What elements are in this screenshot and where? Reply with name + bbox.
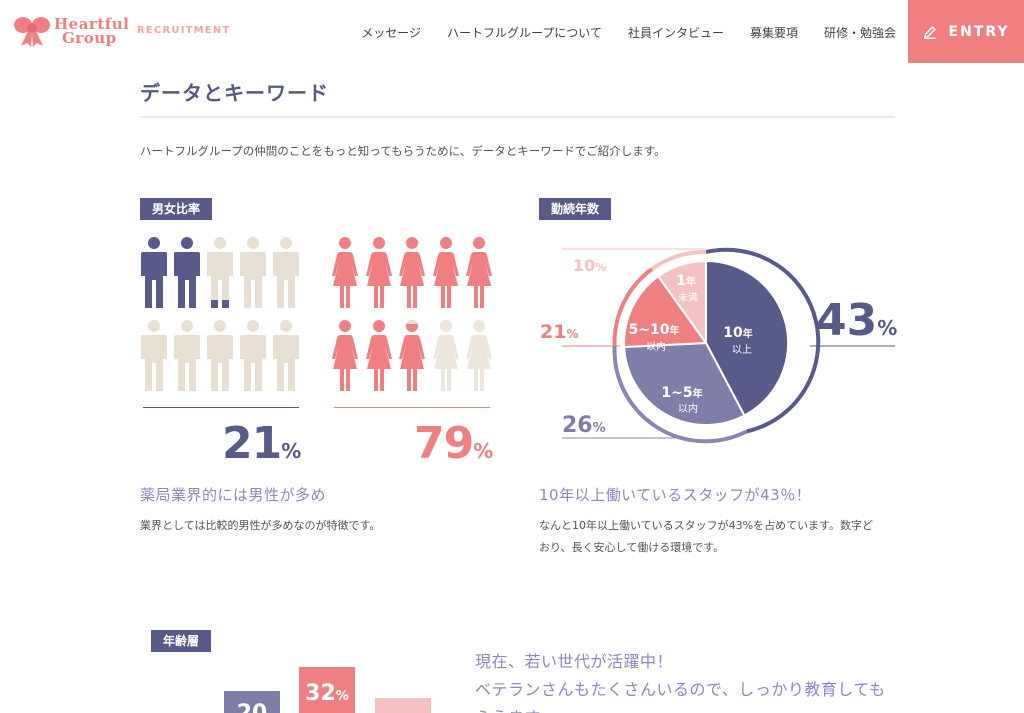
slice-1to5 xyxy=(623,341,746,426)
gender-tag: 男女比率 xyxy=(140,198,213,220)
female-icon xyxy=(399,320,425,391)
svg-text:5~10年: 5~10年 xyxy=(629,322,680,338)
age-bar-3 xyxy=(375,698,431,713)
gender-heading: 薬局業界的には男性が多め xyxy=(140,486,327,504)
ring-5to10 xyxy=(612,267,654,347)
ribbon-icon xyxy=(14,17,50,47)
male-icon xyxy=(141,237,167,308)
slice-label-10y: 10 xyxy=(723,325,743,341)
tenure-tag: 勤続年数 xyxy=(539,198,612,220)
slice-sub-under1: 未満 xyxy=(678,292,698,304)
gender-body: 業界としては比較的男性が多めなのが特徴です。 xyxy=(140,519,381,532)
entry-label: ENTRY xyxy=(948,23,1010,40)
female-icon xyxy=(466,320,492,391)
recruitment-label: RECRUITMENT xyxy=(137,25,231,36)
male-percent: 21% xyxy=(222,418,302,469)
pct-10y: 43 xyxy=(816,295,877,346)
pct-1to5: 26 xyxy=(562,413,593,438)
age-tag: 年齢層 xyxy=(151,630,212,652)
pencil-icon xyxy=(923,25,936,39)
female-icon xyxy=(432,320,459,391)
slice-label-1to5: 1~5 xyxy=(661,385,692,401)
ring-under1 xyxy=(650,249,707,271)
age-bar-1: 20 xyxy=(224,691,280,713)
logo-line1: Heartful xyxy=(54,15,130,33)
slice-sub-5to10: 以内 xyxy=(646,340,666,353)
male-icon xyxy=(240,237,266,308)
section-intro: ハートフルグループの仲間のことをもっと知ってもらうために、データとキーワードでご… xyxy=(140,144,666,158)
male-figures xyxy=(140,236,300,391)
male-icon xyxy=(174,320,200,391)
female-percent: 79% xyxy=(414,418,494,469)
male-underline xyxy=(143,407,299,408)
female-icon xyxy=(365,237,392,308)
entry-button[interactable]: ENTRY xyxy=(908,0,1024,63)
slice-under1 xyxy=(656,259,707,347)
female-icon xyxy=(466,237,492,308)
age-bar-1-label: 20 xyxy=(224,701,280,713)
male-icon xyxy=(207,237,233,308)
ring-1to5 xyxy=(612,345,748,444)
slice-label-under1: 1 xyxy=(676,273,686,289)
site-header: Heartful Group RECRUITMENT メッセージ ハートフルグル… xyxy=(0,0,1024,63)
age-bar-2-label: 32% xyxy=(305,681,349,706)
tenure-pie-chart: 10年 以上 1~5年 以内 5~10年 以内 1年 未満 10% 21% 26… xyxy=(540,247,897,444)
female-figures xyxy=(331,236,493,391)
female-icon xyxy=(365,320,392,391)
nav-message[interactable]: メッセージ xyxy=(361,26,422,40)
female-icon xyxy=(332,237,358,308)
section-title: データとキーワード xyxy=(140,81,329,105)
male-icon xyxy=(240,320,266,391)
slice-sub-10y: 以上 xyxy=(732,344,752,356)
svg-text:43%: 43% xyxy=(816,295,897,346)
svg-text:10%: 10% xyxy=(573,256,606,275)
age-bar-2: 32% xyxy=(299,667,355,713)
tenure-heading: 10年以上働いているスタッフが43％！ xyxy=(539,486,812,504)
svg-text:1~5年: 1~5年 xyxy=(661,385,702,401)
slice-5to10 xyxy=(623,274,708,349)
pct-5to10: 21 xyxy=(540,321,566,343)
main-nav: メッセージ ハートフルグループについて 社員インタビュー 募集要項 研修・勉強会 xyxy=(361,24,896,41)
logo-line2: Group xyxy=(62,29,117,47)
logo[interactable]: Heartful Group xyxy=(14,14,129,48)
nav-interview[interactable]: 社員インタビュー xyxy=(627,26,724,40)
section-divider xyxy=(140,116,895,118)
nav-requirements[interactable]: 募集要項 xyxy=(749,26,798,40)
female-icon xyxy=(432,237,459,308)
svg-text:10年: 10年 xyxy=(723,325,752,341)
slice-label-5to10: 5~10 xyxy=(629,322,670,338)
female-underline xyxy=(334,407,490,408)
nav-training[interactable]: 研修・勉強会 xyxy=(823,26,896,40)
age-heading: 現在、若い世代が活躍中！ ベテランさんもたくさんいるので、しっかり教育しても ら… xyxy=(475,652,886,713)
male-icon xyxy=(273,320,299,391)
male-icon xyxy=(273,237,299,308)
female-icon xyxy=(332,320,358,391)
svg-text:1年: 1年 xyxy=(676,273,696,289)
female-icon xyxy=(399,237,425,308)
svg-text:21%: 21% xyxy=(540,321,578,343)
male-icon xyxy=(174,237,200,308)
pct-under1: 10 xyxy=(573,256,595,275)
male-icon xyxy=(141,320,167,391)
slice-sub-1to5: 以内 xyxy=(678,402,698,415)
tenure-body: なんと10年以上働いているスタッフが43%を占めています。数字ど おり、長く安心… xyxy=(539,519,874,554)
slice-10y xyxy=(705,259,790,417)
svg-text:26%: 26% xyxy=(562,413,606,438)
ring-10y xyxy=(705,247,821,434)
male-icon xyxy=(207,320,233,391)
nav-about[interactable]: ハートフルグループについて xyxy=(447,26,602,40)
